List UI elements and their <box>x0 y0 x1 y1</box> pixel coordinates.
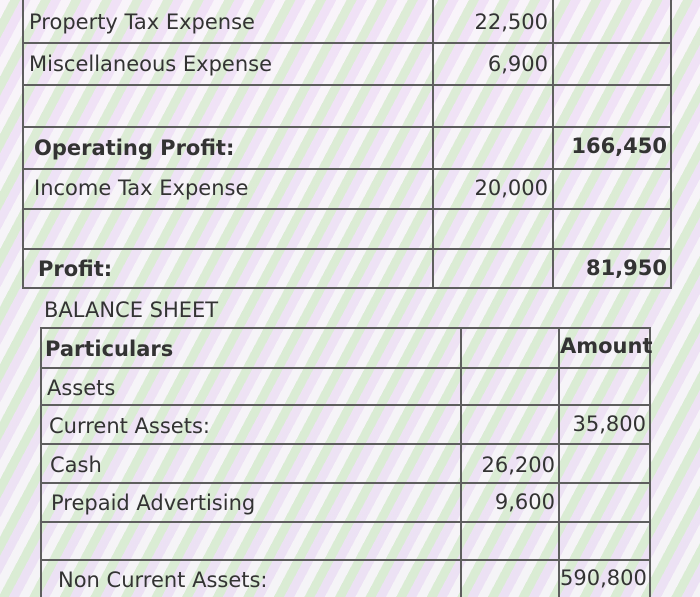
grid-line <box>40 327 651 329</box>
grid-line <box>40 367 651 369</box>
grid-line <box>670 0 672 288</box>
grid-line <box>40 482 651 484</box>
grid-line <box>22 248 672 250</box>
grid-line <box>22 168 672 170</box>
grid-line <box>40 559 651 561</box>
row-amount-cash: 26,200 <box>481 453 555 477</box>
grid-line <box>552 0 554 288</box>
row-total-non-current-assets: 590,800 <box>560 566 647 590</box>
grid-line <box>40 404 651 406</box>
row-amount-prepaid-advertising: 9,600 <box>494 490 555 514</box>
row-amount-misc-expense: 6,900 <box>487 52 548 76</box>
row-label-profit: Profit: <box>38 257 113 281</box>
grid-line <box>40 443 651 445</box>
grid-line <box>432 0 434 288</box>
header-amount: Amount <box>560 334 653 358</box>
row-label-cash: Cash <box>50 453 102 477</box>
grid-line <box>22 126 672 128</box>
row-amount-income-tax: 20,000 <box>474 176 548 200</box>
row-label-operating-profit: Operating Profit: <box>34 136 235 160</box>
row-amount-property-tax: 22,500 <box>474 10 548 34</box>
header-particulars: Particulars <box>45 337 174 361</box>
grid-line <box>22 42 672 44</box>
grid-line <box>40 521 651 523</box>
row-label-misc-expense: Miscellaneous Expense <box>29 52 273 76</box>
grid-line <box>558 327 560 597</box>
row-label-current-assets: Current Assets: <box>49 414 210 438</box>
grid-line <box>22 287 672 289</box>
row-total-profit: 81,950 <box>585 256 667 280</box>
row-label-income-tax: Income Tax Expense <box>34 176 249 200</box>
balance-sheet-title: BALANCE SHEET <box>44 298 219 322</box>
grid-line <box>649 327 651 597</box>
grid-line <box>22 208 672 210</box>
row-label-prepaid-advertising: Prepaid Advertising <box>51 491 256 515</box>
row-total-current-assets: 35,800 <box>572 412 646 436</box>
grid-line <box>22 84 672 86</box>
row-label-assets: Assets <box>47 376 116 400</box>
grid-line <box>22 0 24 288</box>
grid-line <box>460 327 462 597</box>
row-label-property-tax: Property Tax Expense <box>29 10 255 34</box>
grid-line <box>40 327 42 597</box>
row-label-non-current-assets: Non Current Assets: <box>58 568 268 592</box>
row-total-operating-profit: 166,450 <box>571 134 667 158</box>
